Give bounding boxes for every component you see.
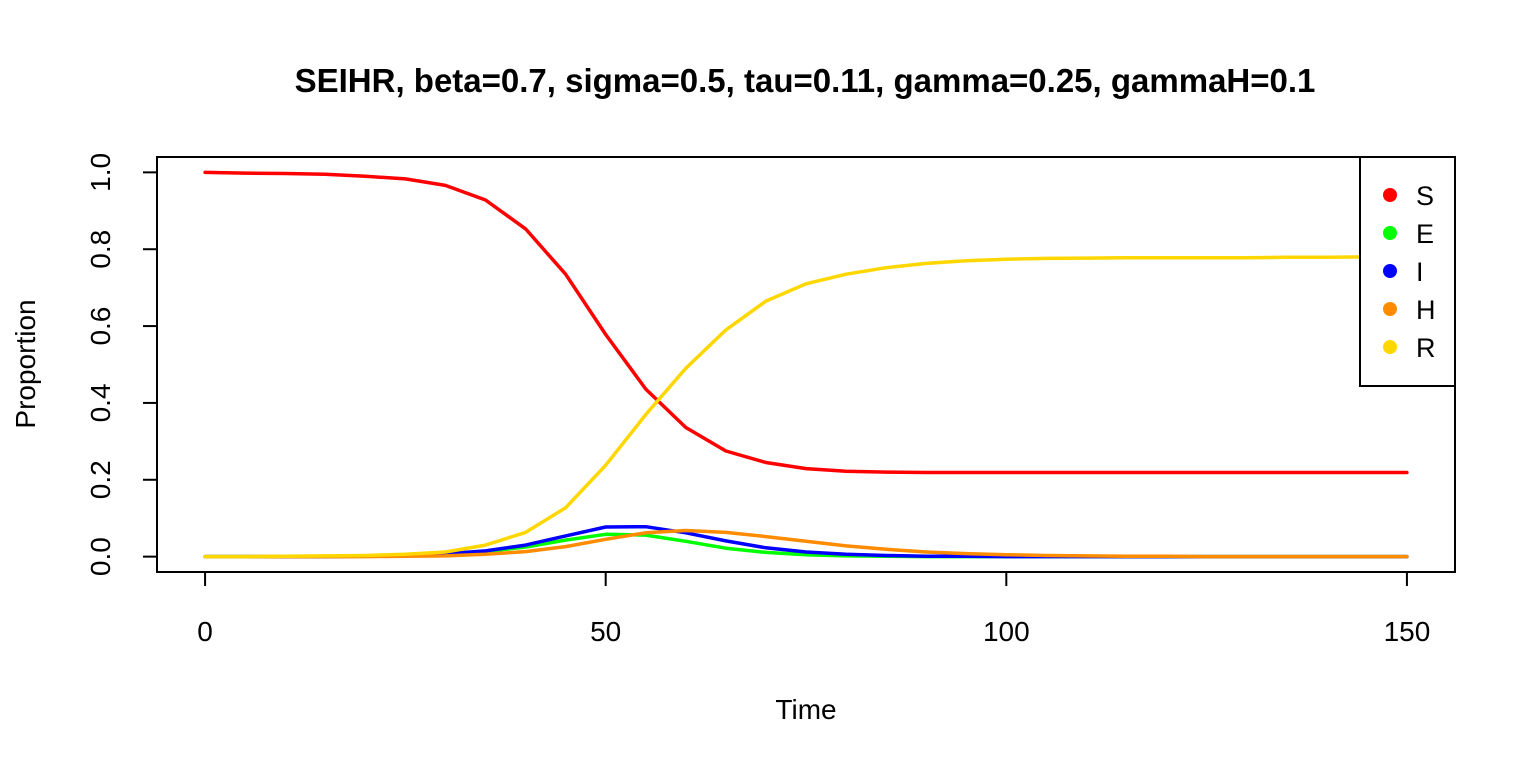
series-lines	[203, 170, 1409, 559]
x-tick-label: 0	[197, 616, 213, 647]
legend-label-i: I	[1416, 257, 1424, 287]
legend-frame	[1359, 156, 1456, 387]
legend-label-e: E	[1416, 219, 1434, 249]
series-line-h	[203, 528, 1409, 559]
legend-marker-e	[1383, 226, 1397, 240]
legend: SEIHR	[1359, 156, 1456, 387]
legend-marker-i	[1383, 264, 1397, 278]
legend-marker-r	[1383, 340, 1397, 354]
legend-label-s: S	[1416, 181, 1434, 211]
x-tick-label: 100	[983, 616, 1030, 647]
y-axis: 0.0 0.2 0.4 0.6 0.8 1.0	[85, 153, 158, 576]
series-line-r	[203, 255, 1409, 559]
plot-area-frame	[156, 156, 1456, 573]
legend-label-h: H	[1416, 295, 1436, 325]
chart-title: SEIHR, beta=0.7, sigma=0.5, tau=0.11, ga…	[295, 62, 1316, 99]
legend-marker-s	[1383, 188, 1397, 202]
y-tick-label: 0.2	[85, 460, 116, 499]
y-tick-label: 0.8	[85, 230, 116, 269]
legend-label-r: R	[1416, 333, 1436, 363]
x-axis-label: Time	[775, 694, 836, 725]
y-axis-label: Proportion	[10, 299, 41, 428]
y-tick-label: 0.4	[85, 383, 116, 422]
x-axis: 0 50 100 150	[197, 571, 1431, 647]
legend-marker-h	[1383, 302, 1397, 316]
x-tick-label: 50	[590, 616, 621, 647]
y-tick-label: 1.0	[85, 153, 116, 192]
x-tick-label: 150	[1384, 616, 1431, 647]
y-tick-label: 0.0	[85, 537, 116, 576]
series-line-s	[203, 170, 1409, 475]
y-tick-label: 0.6	[85, 307, 116, 346]
